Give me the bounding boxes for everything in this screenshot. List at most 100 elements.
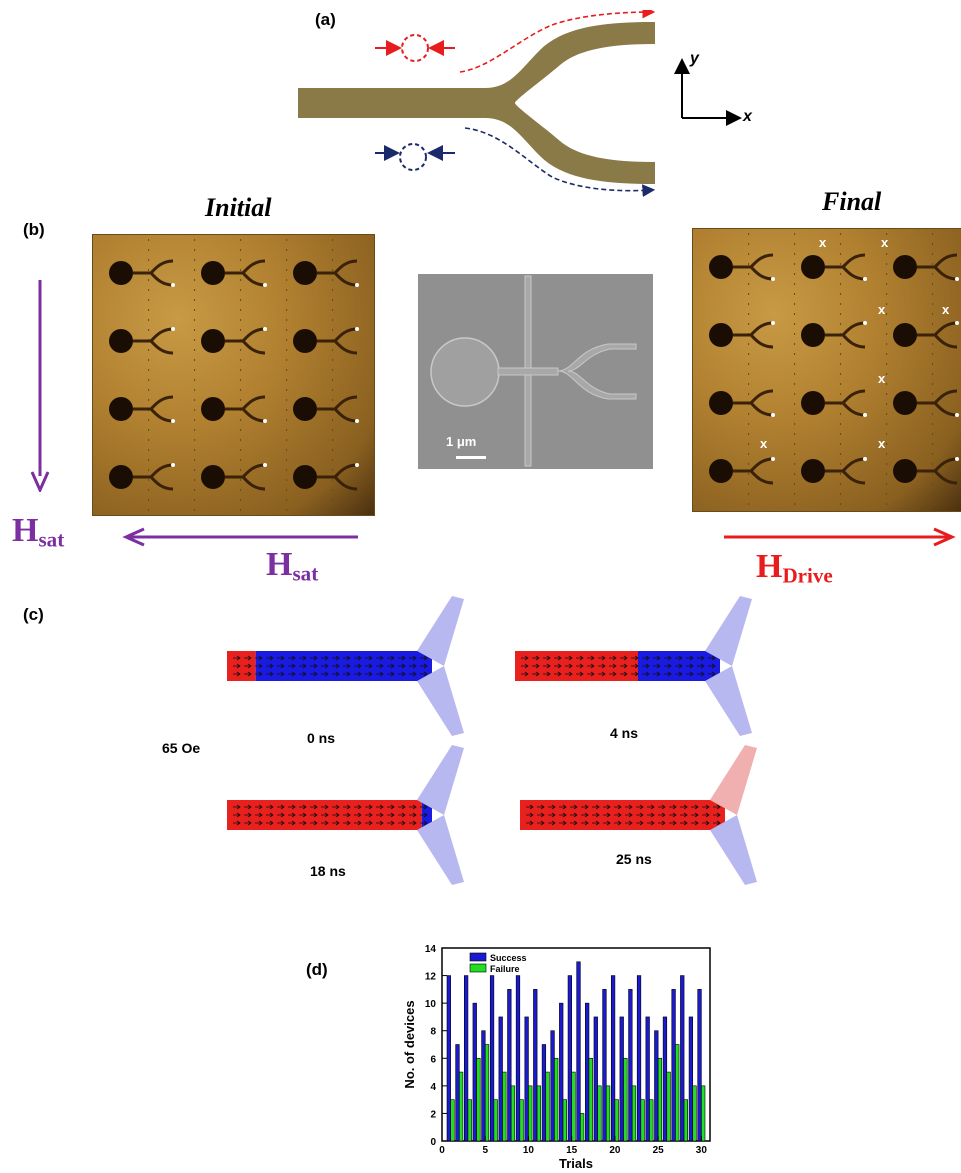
- disk-element: [293, 329, 317, 353]
- disk-element: [893, 323, 917, 347]
- y-junction-element: [241, 395, 266, 423]
- disk-element: [201, 261, 225, 285]
- disk-element: [201, 329, 225, 353]
- success-bar: [481, 1030, 486, 1142]
- blue-trajectory: [464, 127, 656, 197]
- success-bar: [654, 1030, 659, 1142]
- axes-indicator: [674, 58, 742, 126]
- failure-bar: [692, 1085, 697, 1142]
- failure-mark: x: [878, 436, 886, 451]
- disk-element: [109, 465, 133, 489]
- disk-element: [709, 323, 733, 347]
- legend-swatch: [469, 952, 487, 962]
- failure-bar: [519, 1099, 524, 1142]
- success-bar: [524, 1016, 529, 1142]
- sim-snapshot-0ns: [227, 596, 464, 736]
- failure-bar: [528, 1085, 533, 1142]
- failure-bar: [580, 1113, 585, 1142]
- success-bar: [489, 975, 495, 1142]
- disk-element: [109, 261, 133, 285]
- time-label-4ns: 4 ns: [610, 725, 639, 741]
- failure-bar: [666, 1071, 671, 1142]
- disk-element: [709, 459, 733, 483]
- success-bar: [464, 975, 469, 1142]
- disk-element: [893, 255, 917, 279]
- time-label-18ns: 18 ns: [310, 863, 346, 879]
- success-bar: [455, 1044, 460, 1142]
- blue-vortex-icon: [375, 143, 455, 171]
- x-tick-label: 20: [609, 1145, 621, 1156]
- success-bar: [498, 1016, 503, 1142]
- success-bar: [688, 1016, 694, 1142]
- y-junction-element: [149, 463, 174, 491]
- y-junction-element: [241, 259, 266, 287]
- sim-snapshot-4ns: [515, 596, 752, 736]
- failure-bar: [502, 1071, 507, 1142]
- success-bar: [680, 975, 685, 1142]
- h-drive-right-arrow: [724, 527, 956, 547]
- failure-bar: [597, 1085, 602, 1142]
- y-tick-label: 10: [425, 999, 437, 1010]
- panel-d-label: (d): [306, 960, 328, 979]
- y-junction-element: [241, 463, 266, 491]
- panel-c-label: (c): [23, 605, 44, 624]
- success-bar: [671, 989, 676, 1142]
- disk-element: [801, 459, 825, 483]
- success-bar: [559, 1002, 564, 1142]
- failure-bar: [554, 1057, 559, 1142]
- success-bar: [645, 1016, 650, 1142]
- mfm-image-final: x x x x x x x: [692, 228, 961, 512]
- upper-branch: [705, 596, 752, 666]
- x-axis-label: x: [743, 108, 752, 125]
- failure-mark: x: [760, 436, 768, 451]
- success-bar: [507, 989, 512, 1142]
- failure-bar: [562, 1099, 567, 1142]
- success-bar: [567, 975, 572, 1142]
- x-tick-label: 10: [523, 1145, 535, 1156]
- y-junction-element: [933, 389, 958, 417]
- success-bar: [446, 975, 451, 1142]
- y-junction-element: [749, 321, 774, 349]
- failure-bar: [701, 1085, 706, 1142]
- y-junction-element: [149, 327, 174, 355]
- h-drive-label: HDrive: [756, 548, 833, 588]
- y-tick-label: 2: [430, 1109, 436, 1120]
- failure-bar: [675, 1044, 680, 1142]
- y-junction-element: [841, 253, 866, 281]
- success-bar: [619, 1016, 624, 1142]
- upper-branch: [417, 596, 464, 666]
- red-vortex-icon: [375, 34, 455, 62]
- y-axis-label: y: [690, 50, 699, 67]
- disk-element: [293, 465, 317, 489]
- nanowire-shape: [298, 22, 655, 184]
- h-sat-down-arrow: [30, 280, 50, 492]
- failure-bar: [545, 1071, 550, 1142]
- final-title: Final: [822, 187, 882, 216]
- lower-branch: [710, 815, 757, 885]
- failure-bar: [683, 1099, 688, 1142]
- x-tick-label: 25: [653, 1145, 665, 1156]
- disk-element: [801, 391, 825, 415]
- success-bar: [697, 989, 702, 1142]
- failure-bar: [588, 1057, 593, 1142]
- success-bar: [515, 975, 521, 1142]
- disk-element: [709, 255, 733, 279]
- failure-bar: [493, 1099, 498, 1142]
- y-junction-element: [749, 389, 774, 417]
- y-axis-title: No. of devices: [402, 1000, 417, 1088]
- sim-snapshot-18ns: [227, 745, 464, 885]
- disk-element: [893, 391, 917, 415]
- failure-mark: x: [878, 371, 886, 386]
- success-bar: [636, 975, 642, 1142]
- y-junction-element: [149, 395, 174, 423]
- success-bar: [585, 1002, 590, 1142]
- y-tick-label: 8: [430, 1027, 436, 1038]
- initial-title: Initial: [205, 193, 272, 222]
- legend-swatch: [469, 963, 487, 973]
- y-tick-label: 4: [430, 1082, 436, 1093]
- success-bar: [610, 975, 616, 1142]
- failure-bar: [640, 1099, 645, 1142]
- h-sat-label-bottom: Hsat: [266, 546, 319, 586]
- x-axis-title: Trials: [559, 1156, 593, 1171]
- bar-chart: 0 2 4 6 8 10 12 14 0 5 10 15 20 25 30 Trials No. of devi…: [402, 944, 711, 1171]
